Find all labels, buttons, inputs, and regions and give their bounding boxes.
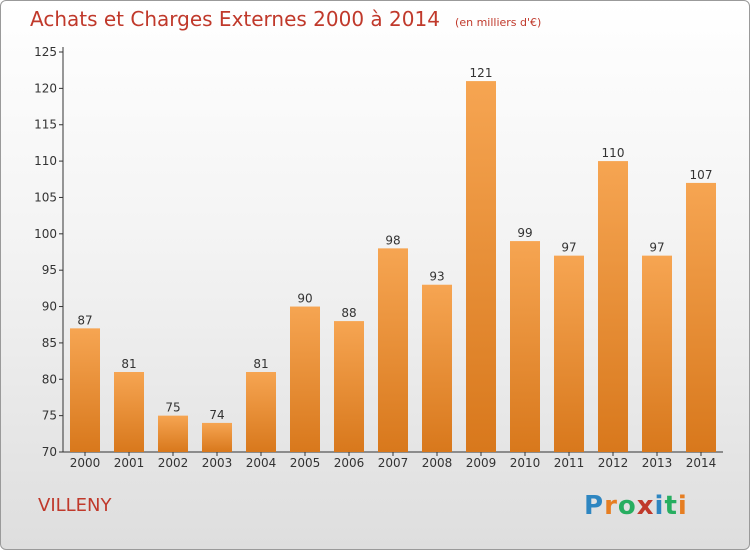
bar xyxy=(246,372,276,452)
y-tick-label: 95 xyxy=(42,263,57,277)
logo-letter: t xyxy=(664,491,678,521)
bar xyxy=(70,328,100,452)
bar-value-label: 107 xyxy=(690,168,713,182)
bar xyxy=(290,306,320,452)
bar-value-label: 88 xyxy=(341,306,356,320)
x-tick-label: 2013 xyxy=(642,456,673,470)
logo-letter: i xyxy=(677,491,688,521)
chart-title: Achats et Charges Externes 2000 à 2014 (… xyxy=(30,7,541,31)
x-tick-label: 2006 xyxy=(334,456,365,470)
bar xyxy=(334,321,364,452)
bar xyxy=(686,182,716,452)
y-tick-label: 75 xyxy=(42,409,57,423)
y-tick-label: 115 xyxy=(34,118,57,132)
bar xyxy=(510,241,540,452)
bar-value-label: 87 xyxy=(77,313,92,327)
bar xyxy=(114,372,144,452)
bar-value-label: 75 xyxy=(165,401,180,415)
x-tick-label: 2000 xyxy=(70,456,101,470)
bar-value-label: 98 xyxy=(385,233,400,247)
bar xyxy=(378,248,408,452)
commune-name: VILLENY xyxy=(38,495,112,516)
bar xyxy=(554,255,584,452)
bar-value-label: 90 xyxy=(297,292,312,306)
y-tick-label: 120 xyxy=(34,81,57,95)
x-tick-label: 2010 xyxy=(510,456,541,470)
y-tick-label: 70 xyxy=(42,445,57,459)
y-tick-label: 110 xyxy=(34,154,57,168)
bar xyxy=(642,255,672,452)
y-tick-label: 90 xyxy=(42,300,57,314)
x-tick-label: 2002 xyxy=(158,456,189,470)
bar-value-label: 81 xyxy=(253,357,268,371)
x-tick-label: 2005 xyxy=(290,456,321,470)
chart-title-text: Achats et Charges Externes 2000 à 2014 xyxy=(30,7,440,31)
x-tick-label: 2007 xyxy=(378,456,409,470)
bar xyxy=(202,422,232,452)
logo-letter: i xyxy=(654,491,665,521)
x-tick-label: 2011 xyxy=(554,456,585,470)
bar-value-label: 121 xyxy=(470,66,493,80)
bar-value-label: 110 xyxy=(602,146,625,160)
bar xyxy=(466,81,496,452)
x-tick-label: 2008 xyxy=(422,456,453,470)
y-tick-label: 80 xyxy=(42,372,57,386)
x-tick-label: 2014 xyxy=(686,456,717,470)
bar-value-label: 93 xyxy=(429,270,444,284)
x-tick-label: 2012 xyxy=(598,456,629,470)
y-tick-label: 100 xyxy=(34,227,57,241)
logo-letter: P xyxy=(584,491,605,521)
proxiti-logo: Proxiti xyxy=(584,491,688,521)
logo-letter: x xyxy=(636,491,655,521)
x-tick-label: 2001 xyxy=(114,456,145,470)
x-tick-label: 2004 xyxy=(246,456,277,470)
bar xyxy=(158,415,188,452)
bar-value-label: 97 xyxy=(561,241,576,255)
bar-value-label: 74 xyxy=(209,408,224,422)
bar-value-label: 97 xyxy=(649,241,664,255)
chart-unit-note: (en milliers d'€) xyxy=(455,16,542,29)
y-tick-label: 125 xyxy=(34,45,57,59)
x-tick-label: 2009 xyxy=(466,456,497,470)
bar-value-label: 99 xyxy=(517,226,532,240)
bar-value-label: 81 xyxy=(121,357,136,371)
bar xyxy=(422,284,452,452)
x-tick-label: 2003 xyxy=(202,456,233,470)
bar xyxy=(598,161,628,452)
logo-letter: o xyxy=(617,491,637,521)
y-tick-label: 105 xyxy=(34,190,57,204)
logo-letter: r xyxy=(604,491,618,521)
y-tick-label: 85 xyxy=(42,336,57,350)
